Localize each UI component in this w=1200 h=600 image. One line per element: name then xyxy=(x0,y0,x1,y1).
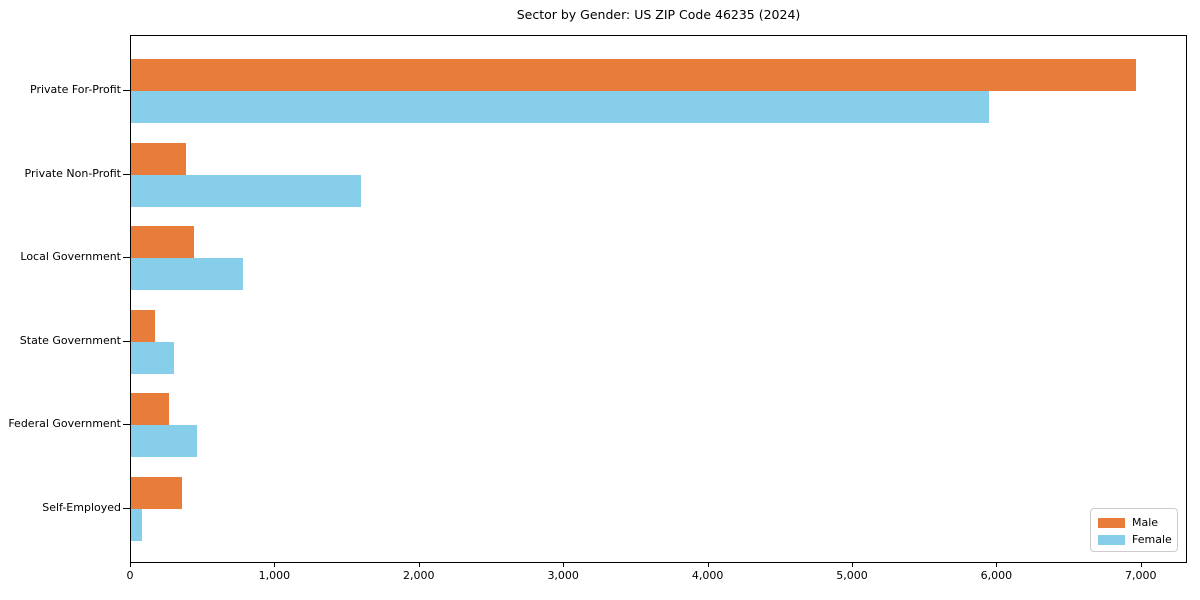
y-tick xyxy=(123,424,130,426)
x-tick-label-3-000: 3,000 xyxy=(547,569,579,582)
y-tick-label-self-employed: Self-Employed xyxy=(42,501,121,514)
y-tick xyxy=(123,257,130,259)
bar-female-self-employed xyxy=(131,509,142,541)
x-tick xyxy=(418,563,420,567)
bar-female-private-for-profit xyxy=(131,91,989,123)
y-tick xyxy=(123,340,130,342)
bar-male-self-employed xyxy=(131,477,182,509)
legend-swatch-female xyxy=(1098,534,1125,545)
legend-label-male: Male xyxy=(1132,516,1159,529)
x-tick xyxy=(274,563,276,567)
y-tick xyxy=(123,90,130,91)
y-tick-label-state-government: State Government xyxy=(19,333,121,347)
x-tick-label-0: 0 xyxy=(126,569,134,582)
legend: Male Female xyxy=(1090,508,1178,552)
legend-item-male: Male xyxy=(1098,515,1177,530)
y-tick-label-private-non-profit: Private Non-Profit xyxy=(24,166,121,180)
x-tick xyxy=(563,563,565,567)
bar-male-private-non-profit xyxy=(131,142,186,175)
plot-area xyxy=(130,35,1187,563)
x-tick xyxy=(1140,563,1142,567)
bar-female-private-non-profit xyxy=(131,174,361,207)
x-tick-label-5-000: 5,000 xyxy=(836,569,868,582)
legend-label-female: Female xyxy=(1132,533,1172,546)
x-tick-label-7-000: 7,000 xyxy=(1125,569,1157,582)
bar-male-local-government xyxy=(131,226,194,259)
bar-female-local-government xyxy=(131,258,243,291)
x-tick xyxy=(852,563,853,567)
y-tick-label-federal-government: Federal Government xyxy=(8,417,121,431)
x-tick xyxy=(130,563,131,567)
bar-male-private-for-profit xyxy=(131,59,1136,91)
bar-male-state-government xyxy=(131,309,155,342)
chart-title: Sector by Gender: US ZIP Code 46235 (202… xyxy=(516,7,801,22)
bar-female-state-government xyxy=(131,341,175,374)
x-tick-label-4-000: 4,000 xyxy=(691,569,724,582)
bar-male-federal-government xyxy=(131,393,169,426)
legend-swatch-male xyxy=(1098,517,1125,528)
y-tick-label-local-government: Local Government xyxy=(20,250,121,264)
legend-item-female: Female xyxy=(1098,532,1177,547)
x-tick-label-6-000: 6,000 xyxy=(980,569,1013,582)
x-tick-label-1-000: 1,000 xyxy=(258,569,291,582)
x-tick-label-2-000: 2,000 xyxy=(403,569,435,582)
y-tick xyxy=(123,508,130,509)
x-tick xyxy=(707,563,709,567)
y-tick-label-private-for-profit: Private For-Profit xyxy=(30,83,121,96)
y-tick xyxy=(123,173,130,175)
x-tick xyxy=(996,563,998,567)
bar-female-federal-government xyxy=(131,425,198,458)
